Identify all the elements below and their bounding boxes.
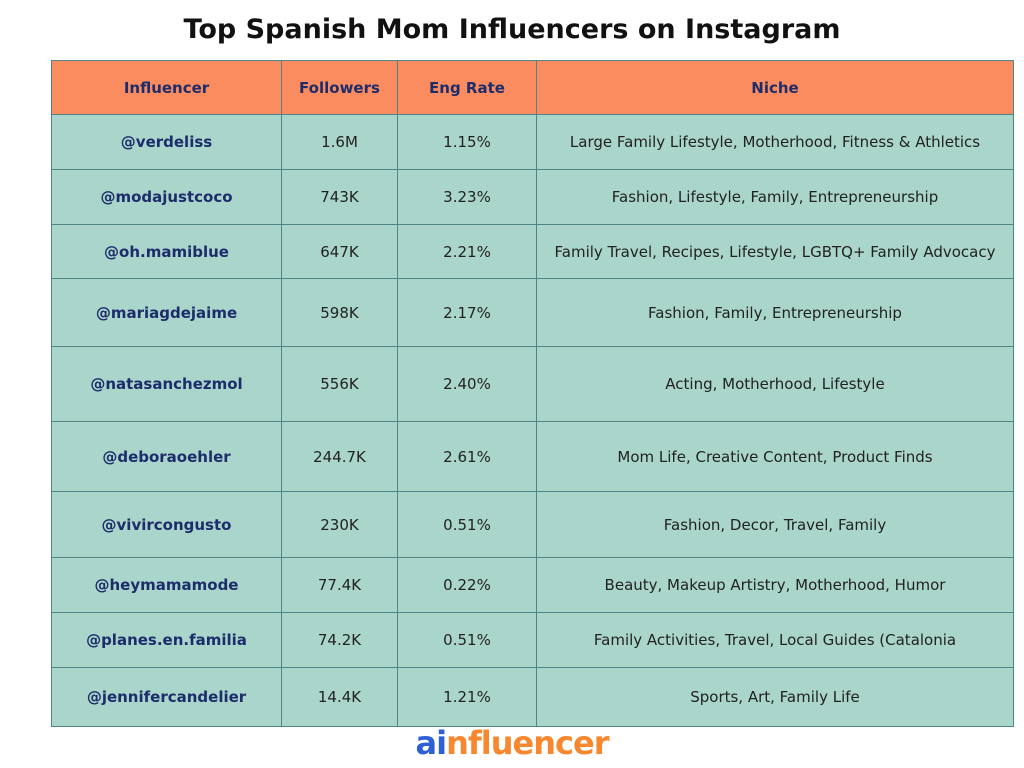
table-cell: 0.51% <box>397 491 537 558</box>
table-cell: 2.21% <box>397 224 537 279</box>
table-cell: Fashion, Decor, Travel, Family <box>536 491 1014 558</box>
table-cell: Mom Life, Creative Content, Product Find… <box>536 421 1014 492</box>
table-cell: 230K <box>281 491 398 558</box>
table-row: @mariagdejaime 598K 2.17% Fashion, Family, … <box>51 278 1014 347</box>
table-cell: 2.40% <box>397 346 537 422</box>
table-cell: 647K <box>281 224 398 279</box>
table-cell: 0.51% <box>397 612 537 668</box>
title: Top Spanish Mom Influencers on Instagram <box>183 14 841 45</box>
logo-part: ai <box>415 724 448 762</box>
table-cell: @modajustcoco <box>51 169 282 225</box>
table-cell: 1.6M <box>281 114 398 170</box>
influencer-table: Influencer Followers Eng Rate Niche @verdel… <box>51 60 1014 727</box>
table-row: @jennifercandelier 14.4K 1.21% Sports, Art,… <box>51 667 1014 727</box>
table-cell: 556K <box>281 346 398 422</box>
table-cell: 2.17% <box>397 278 537 347</box>
table-row: @vivircongusto 230K 0.51% Fashion, Decor, T… <box>51 491 1014 558</box>
header-cell: Followers <box>281 60 398 115</box>
table-cell: Fashion, Family, Entrepreneurship <box>536 278 1014 347</box>
table-cell: @deboraoehler <box>51 421 282 492</box>
table-cell: Sports, Art, Family Life <box>536 667 1014 727</box>
table-cell: @vivircongusto <box>51 491 282 558</box>
table-cell: 2.61% <box>397 421 537 492</box>
table-cell: Fashion, Lifestyle, Family, Entrepreneur… <box>536 169 1014 225</box>
table-cell: 74.2K <box>281 612 398 668</box>
header-row: Influencer Followers Eng Rate Niche <box>51 60 1014 115</box>
table-cell: 0.22% <box>397 557 537 613</box>
table-row: @deboraoehler 244.7K 2.61% Mom Life, Creati… <box>51 421 1014 492</box>
table-cell: @heymamamode <box>51 557 282 613</box>
table-row: @verdeliss 1.6M 1.15% Large Family Lifestyl… <box>51 114 1014 170</box>
table-cell: Family Activities, Travel, Local Guides … <box>536 612 1014 668</box>
table-row: @modajustcoco 743K 3.23% Fashion, Lifestyle… <box>51 169 1014 225</box>
table-cell: @natasanchezmol <box>51 346 282 422</box>
logo-part: nfluencer <box>446 724 609 762</box>
table-cell: Beauty, Makeup Artistry, Motherhood, Hum… <box>536 557 1014 613</box>
table-row: @natasanchezmol 556K 2.40% Acting, Motherho… <box>51 346 1014 422</box>
table-cell: @mariagdejaime <box>51 278 282 347</box>
table-cell: 244.7K <box>281 421 398 492</box>
logo: ainfluencer <box>0 724 1024 762</box>
table-cell: Large Family Lifestyle, Motherhood, Fitn… <box>536 114 1014 170</box>
table-cell: 598K <box>281 278 398 347</box>
table-cell: 1.15% <box>397 114 537 170</box>
table-cell: @jennifercandelier <box>51 667 282 727</box>
table-cell: Family Travel, Recipes, Lifestyle, LGBTQ… <box>536 224 1014 279</box>
table-row: @heymamamode 77.4K 0.22% Beauty, Makeup Art… <box>51 557 1014 613</box>
table-row: @oh.mamiblue 647K 2.21% Family Travel, Reci… <box>51 224 1014 279</box>
header-cell: Niche <box>536 60 1014 115</box>
table-cell: 3.23% <box>397 169 537 225</box>
table-cell: 743K <box>281 169 398 225</box>
table-body: @verdeliss 1.6M 1.15% Large Family Lifestyl… <box>51 114 1014 727</box>
table-cell: @verdeliss <box>51 114 282 170</box>
table-cell: Acting, Motherhood, Lifestyle <box>536 346 1014 422</box>
table-row: @planes.en.familia 74.2K 0.51% Family Activ… <box>51 612 1014 668</box>
header-cell: Influencer <box>51 60 282 115</box>
header-cell: Eng Rate <box>397 60 537 115</box>
table-cell: @oh.mamiblue <box>51 224 282 279</box>
table-cell: 77.4K <box>281 557 398 613</box>
table-cell: 1.21% <box>397 667 537 727</box>
table-cell: @planes.en.familia <box>51 612 282 668</box>
table-cell: 14.4K <box>281 667 398 727</box>
